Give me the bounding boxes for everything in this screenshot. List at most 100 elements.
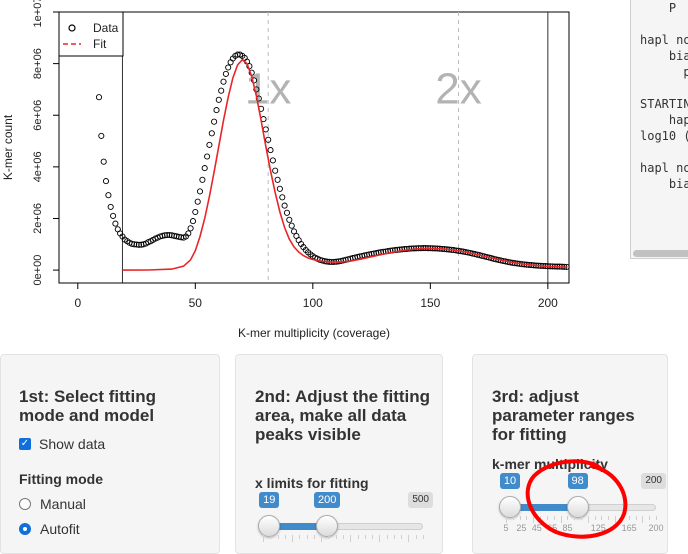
data-point [288,222,295,229]
data-point [269,157,276,164]
legend-box [58,11,124,57]
panel-parameter-ranges: 3rd: adjust parameter ranges for fitting… [472,354,668,554]
data-point [196,188,204,195]
radio-option-manual[interactable]: Manual [19,496,86,512]
y-axis-label: K-mer count [1,114,15,180]
code-line: bia [640,49,688,63]
data-point [403,245,410,252]
code-line [631,80,688,96]
data-point [135,241,142,248]
data-point [222,70,229,77]
slider-tick [642,516,644,523]
slider-tick [615,516,617,523]
slider-to-value: 200 [314,492,341,508]
show-data-checkbox-row[interactable]: ✓ Show data [19,436,105,452]
data-point [281,202,288,209]
data-point [100,158,107,165]
slider-tick [401,535,403,539]
data-point [396,246,403,253]
slider-to-handle[interactable] [566,496,589,518]
slider-max-label: 200 [641,473,666,489]
slider-to-value: 98 [567,473,588,489]
slider-tick [299,535,301,539]
slider-from-value: 19 [259,492,280,508]
slider-tick [553,516,555,520]
data-point [290,228,298,235]
radio-label-manual: Manual [40,496,86,512]
slider-tick-label: 85 [562,523,573,533]
data-point [392,247,399,254]
radio-option-autofit[interactable]: Autofit [19,521,80,537]
slider-from-handle[interactable] [498,496,521,518]
x-limits-label: x limits for fitting [255,475,369,491]
slider-tick [386,535,388,539]
slider-from-value: 10 [499,473,521,489]
data-point [208,130,215,137]
peak-annotation: 2x [435,64,481,113]
code-line: hapl no [640,33,688,47]
slider-tick [277,535,279,539]
data-point [225,64,232,71]
slider-tick-label: 200 [648,523,664,533]
legend: Data Fit [58,11,124,57]
slider-from-handle[interactable] [258,515,281,537]
data-point [110,212,117,219]
data-point [279,194,286,201]
fitting-mode-label: Fitting mode [19,471,103,487]
peak-annotation: 1x [245,64,291,113]
x-tick-label: 200 [538,296,558,310]
slider-tick [546,516,548,520]
slider-tick [581,516,582,520]
slider-tick [415,535,417,539]
data-point [253,86,260,93]
data-point [161,232,168,239]
legend-data-label: Data [93,21,119,35]
fit-line [122,58,567,271]
panel-fitting-mode: 1st: Select fitting mode and model ✓ Sho… [0,354,220,554]
x-tick-label: 50 [189,296,203,310]
slider-tick [313,535,315,539]
code-line [631,16,688,32]
data-point [192,208,199,216]
data-point [218,87,225,94]
data-point [187,225,194,232]
data-point [251,77,258,84]
legend-fit-label: Fit [93,37,107,51]
checkbox-checked-icon[interactable]: ✓ [19,438,31,450]
slider-tick [635,516,637,520]
slider-tick [270,535,272,539]
data-point [265,136,272,143]
slider-tick [364,535,366,539]
panel2-title: 2nd: Adjust the fitting area, make all d… [255,387,431,444]
code-output-panel: P hapl no bia pe STARTIN hap log10 ( hapl… [630,0,688,259]
slider-tick [379,535,381,542]
slider-tick [621,516,623,520]
data-point [95,94,103,101]
slider-tick [408,535,410,542]
slider-tick-label: 25 [516,523,527,533]
slider-tick [263,535,264,542]
code-line: STARTIN [640,97,688,111]
data-point [164,231,171,239]
radio-unchecked-icon[interactable] [19,498,31,510]
show-data-label: Show data [39,436,106,452]
x-tick-label: 150 [420,296,440,310]
data-point [286,216,293,223]
data-point [131,241,138,248]
slider-tick-label: 65 [547,523,558,533]
data-point [112,220,119,227]
slider-tick [601,516,603,520]
radio-checked-icon[interactable] [19,523,31,535]
slider-tick [628,516,630,520]
slider-tick-label: 45 [531,523,542,533]
slider-to-handle[interactable] [316,515,338,537]
slider-tick [372,535,374,539]
code-panel-scrollbar[interactable] [633,250,688,257]
data-point [295,237,302,244]
data-point [204,153,211,160]
x-tick-label: 100 [303,296,323,310]
code-line: pe [631,64,688,80]
data-point [262,126,269,133]
slider-tick [594,516,596,520]
data-point [201,165,208,172]
